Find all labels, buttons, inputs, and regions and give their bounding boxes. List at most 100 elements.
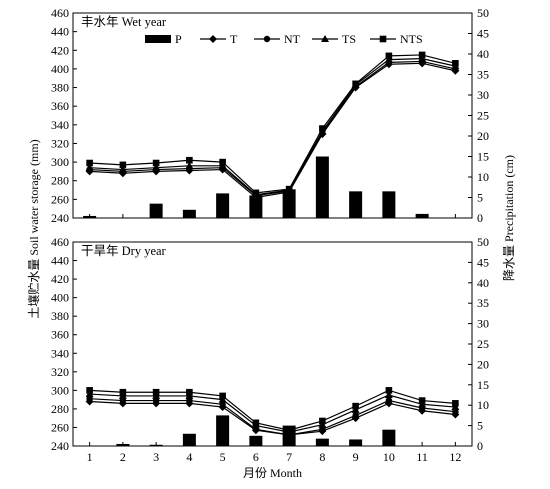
point-nts [352, 402, 359, 410]
x-tick-label: 7 [286, 450, 292, 464]
precip-bar [382, 191, 396, 218]
point-ts [118, 165, 127, 173]
left-tick-label: 460 [51, 235, 69, 249]
right-axis-label: 降水量 Precipitation (cm) [502, 155, 516, 281]
series-line-nts [89, 54, 456, 194]
right-tick-label: 40 [477, 47, 489, 61]
left-tick-label: 340 [51, 346, 69, 360]
x-tick-label: 2 [120, 450, 126, 464]
left-tick-label: 280 [51, 174, 69, 188]
point-nt [385, 397, 393, 404]
point-nts [452, 60, 459, 67]
panel-label: 干旱年 Dry year [81, 244, 167, 258]
point-ts [152, 163, 161, 171]
series-line-t [89, 62, 456, 199]
point-nts [418, 397, 426, 404]
right-tick-label: 20 [477, 357, 489, 371]
legend-marker-t [209, 35, 217, 43]
point-nts [186, 388, 193, 396]
legend-label-nts: NTS [400, 32, 423, 46]
point-nt [219, 401, 226, 408]
right-tick-label: 5 [477, 419, 483, 433]
precip-bar [182, 433, 196, 446]
left-tick-label: 300 [51, 383, 69, 397]
right-tick-label: 5 [477, 191, 483, 205]
x-tick-label: 9 [353, 450, 359, 464]
point-nts [285, 426, 293, 434]
legend-label-t: T [230, 32, 238, 46]
point-ts [85, 163, 94, 171]
point-nts [385, 52, 393, 60]
right-tick-label: 0 [477, 439, 483, 453]
left-tick-label: 300 [51, 155, 69, 169]
plot-frame [72, 241, 473, 447]
point-nts [285, 185, 293, 193]
point-nts [119, 388, 127, 396]
x-tick-label: 5 [220, 450, 226, 464]
point-nt [352, 412, 359, 419]
left-tick-label: 440 [51, 25, 69, 39]
point-nts [452, 400, 459, 407]
series-line-t [89, 400, 456, 436]
left-tick-label: 260 [51, 192, 69, 206]
right-tick-label: 25 [477, 109, 489, 123]
point-nt [319, 426, 326, 433]
left-tick-label: 400 [51, 291, 69, 305]
legend-swatch-p [145, 35, 171, 43]
series-line-ts [89, 393, 456, 433]
panel-label: 丰水年 Wet year [81, 15, 167, 29]
point-nts [186, 156, 193, 164]
panel-dry-year: 2402602803003203403603804004204404600510… [51, 235, 489, 480]
right-tick-label: 35 [477, 68, 489, 82]
left-axis-label: 土壤贮水量 Soil water storage (mm) [26, 139, 41, 318]
left-tick-label: 240 [51, 211, 69, 225]
point-nt [152, 397, 160, 404]
point-nt [119, 397, 127, 404]
legend-label-ts: TS [342, 32, 356, 46]
point-nts [385, 387, 393, 394]
left-tick-label: 400 [51, 62, 69, 76]
legend-marker-nt [263, 35, 271, 43]
x-tick-label: 12 [449, 450, 461, 464]
panel-wet-year: 240 260 280 300 320 340 360 380 400 420 440 460 0 5 10… [51, 6, 489, 225]
series-line-nts [89, 389, 456, 431]
point-nts [119, 161, 127, 169]
precip-bar [249, 195, 263, 218]
precip-bar [182, 209, 196, 218]
point-nts [252, 189, 260, 197]
left-tick-label: 320 [51, 365, 69, 379]
precip-bar [349, 191, 363, 218]
legend-marker-nts [379, 35, 387, 43]
right-tick-label: 15 [477, 150, 489, 164]
point-ts [384, 391, 393, 398]
point-nts [152, 159, 160, 167]
point-nts [319, 125, 326, 132]
legend-label-nt: NT [284, 32, 301, 46]
point-ts [185, 161, 194, 169]
left-tick-label: 260 [51, 420, 69, 434]
precip-bar [249, 435, 263, 446]
left-tick-label: 340 [51, 118, 69, 132]
point-nts [418, 51, 426, 59]
point-nts [319, 417, 326, 425]
left-tick-label: 420 [51, 43, 69, 57]
left-tick-label: 360 [51, 328, 69, 342]
x-tick-label: 4 [186, 450, 192, 464]
left-tick-label: 460 [51, 6, 69, 20]
left-tick-label: 360 [51, 99, 69, 113]
left-tick-label: 240 [51, 439, 69, 453]
x-axis-label: 月份 Month [243, 466, 302, 480]
right-tick-label: 40 [477, 276, 489, 290]
precip-bar [149, 203, 163, 218]
legend-marker-ts [321, 35, 329, 42]
precip-bar [216, 193, 230, 218]
precip-bar [382, 429, 396, 446]
point-nts [219, 158, 226, 166]
series-line-ts [89, 58, 456, 196]
point-nt [186, 397, 193, 404]
left-tick-label: 440 [51, 254, 69, 268]
series-line-nt [89, 60, 456, 197]
x-tick-label: 1 [87, 450, 93, 464]
